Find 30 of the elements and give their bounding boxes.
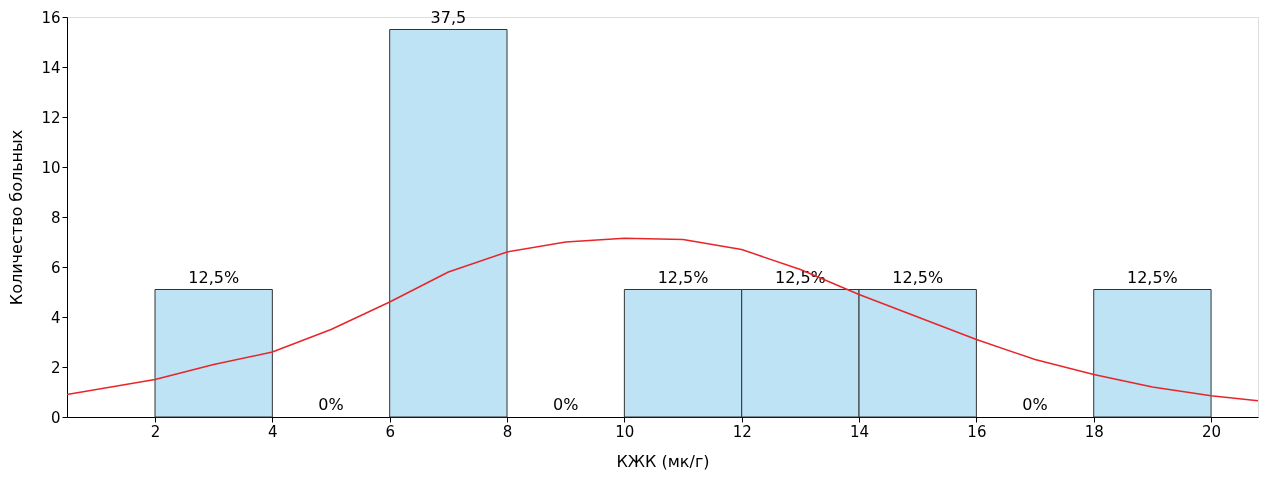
x-tick-label: 6	[385, 422, 395, 441]
y-tick-label: 2	[50, 358, 61, 377]
x-tick-label: 14	[850, 422, 870, 441]
annotation: 0%	[553, 395, 579, 414]
annotation: 12,5%	[892, 267, 944, 287]
y-tick-label: 4	[50, 308, 61, 327]
y-tick-label: 0	[50, 408, 61, 427]
annotation: 0%	[1022, 395, 1048, 414]
y-axis-title: Количество больных	[7, 129, 27, 306]
x-tick-label: 16	[967, 422, 987, 441]
y-tick-label: 12	[41, 108, 61, 127]
annotation: 0%	[318, 395, 344, 414]
y-tick-label: 6	[50, 258, 61, 277]
x-tick-label: 8	[502, 422, 513, 441]
annotation: 12,5%	[1126, 267, 1178, 287]
y-tick-label: 14	[41, 58, 61, 77]
x-tick-label: 2	[150, 422, 161, 441]
annotation: 37,5	[430, 7, 467, 27]
x-tick-label: 12	[732, 422, 752, 441]
y-tick-label: 8	[50, 208, 61, 227]
y-tick-label: 16	[41, 8, 61, 27]
x-axis-title: КЖК (мк/г)	[616, 451, 710, 471]
annotation: 12,5%	[657, 267, 709, 287]
x-tick-label: 20	[1202, 422, 1222, 441]
x-tick-label: 4	[268, 422, 278, 441]
x-tick-label: 18	[1084, 422, 1104, 441]
annotation: 12,5%	[774, 267, 826, 287]
x-tick-label: 10	[615, 422, 635, 441]
annotation: 12,5%	[188, 267, 240, 287]
y-tick-label: 10	[41, 158, 61, 177]
